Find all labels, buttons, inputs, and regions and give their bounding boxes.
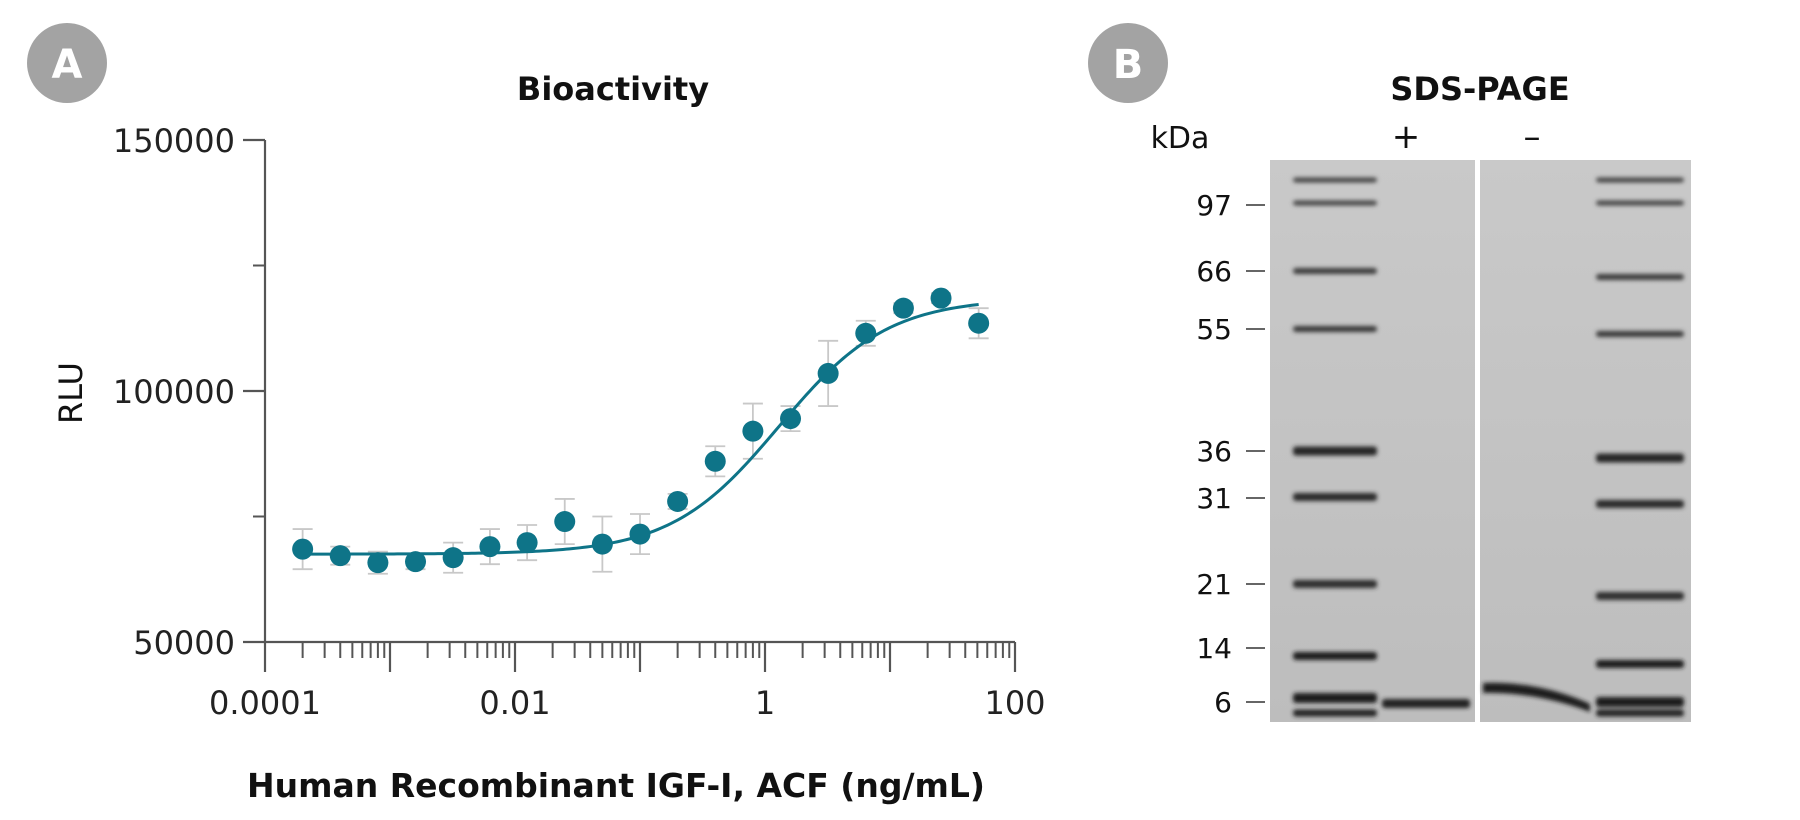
data-point [367,552,389,574]
gel-marker-labels: 97 66 55 36 31 21 14 6 [1196,189,1265,719]
chart-points [292,287,990,574]
panel-b-badge: B [1088,23,1168,103]
panel-a-badge-circle [27,23,107,103]
data-point [667,490,689,512]
gel-marker-label: 14 [1196,632,1232,665]
data-point [629,523,651,545]
gel-ladder-band-left [1293,709,1377,717]
data-point [817,362,839,384]
gel-background [1270,160,1691,722]
gel-divider [1475,160,1480,722]
gel-ladder-band-left [1293,326,1377,332]
gel-ladder-band-left [1293,652,1377,660]
gel-ladder-band-right [1596,660,1684,668]
x-tick-label: 0.01 [479,684,550,722]
panel-b-badge-label: B [1113,42,1144,88]
data-point [292,538,314,560]
gel-ladder-band-left [1293,177,1377,183]
gel-ladder-band-right [1596,500,1684,508]
gel-marker-label: 31 [1196,482,1232,515]
data-point [742,420,764,442]
gel-ladder-band-right [1596,177,1684,183]
gel-marker-label: 55 [1196,313,1232,346]
gel-ladder-band-right [1596,697,1684,707]
chart-axes: 50000 100000 150000 0.0001 0.01 1 100 [113,122,1046,722]
data-point [855,322,877,344]
gel-ladder-band-right [1596,200,1684,206]
gel-image [1270,160,1691,722]
gel-lane-label-minus: – [1524,117,1541,157]
data-point [591,533,613,555]
gel-bands [1293,177,1684,717]
gel-marker-label: 97 [1196,189,1232,222]
data-point [329,545,351,567]
gel-ladder-band-right [1596,709,1684,717]
data-point [516,532,538,554]
gel-ladder-band-left [1293,446,1377,456]
gel-ladder-band-right [1596,331,1684,337]
x-axis-label: Human Recombinant IGF-I, ACF (ng/mL) [247,766,985,805]
x-tick-label: 100 [984,684,1045,722]
data-point [892,297,914,319]
gel-marker-label: 66 [1196,255,1232,288]
panel-a-badge: A [27,23,107,103]
y-tick-label: 50000 [133,624,235,662]
data-point [704,450,726,472]
data-point [554,511,576,533]
y-tick-label: 150000 [113,122,235,160]
gel-marker-label: 6 [1214,686,1232,719]
x-tick-label: 0.0001 [209,684,321,722]
panel-a: A Bioactivity RLU Human Recombinant IGF-… [27,23,1046,805]
gel-title: SDS-PAGE [1390,70,1569,108]
gel-lane-label-plus: + [1392,117,1421,157]
gel-sample-band-plus [1382,699,1470,708]
data-point [930,287,952,309]
gel-unit-label: kDa [1151,121,1210,156]
gel-ladder-band-left [1293,268,1377,274]
gel-ladder-band-left [1293,580,1377,588]
gel-ladder-band-left [1293,693,1377,703]
gel-ladder-band-left [1293,493,1377,501]
gel-ladder-band-right [1596,453,1684,463]
panel-b: B SDS-PAGE kDa + – 97 66 55 36 31 21 14 6 [1088,23,1691,722]
data-point [780,408,802,430]
gel-ladder-band-left [1293,200,1377,206]
y-axis-label: RLU [52,362,90,424]
panel-b-badge-circle [1088,23,1168,103]
data-point [442,547,464,569]
data-point [968,312,990,334]
y-tick-label: 100000 [113,373,235,411]
data-point [405,551,427,573]
x-tick-label: 1 [755,684,775,722]
gel-ladder-band-right [1596,274,1684,280]
data-point [479,536,501,558]
gel-marker-label: 21 [1196,568,1232,601]
gel-marker-label: 36 [1196,435,1232,468]
panel-a-badge-label: A [52,42,83,88]
chart-title: Bioactivity [517,70,709,108]
gel-ladder-band-right [1596,592,1684,600]
gel-sample-band-minus [1483,682,1590,712]
